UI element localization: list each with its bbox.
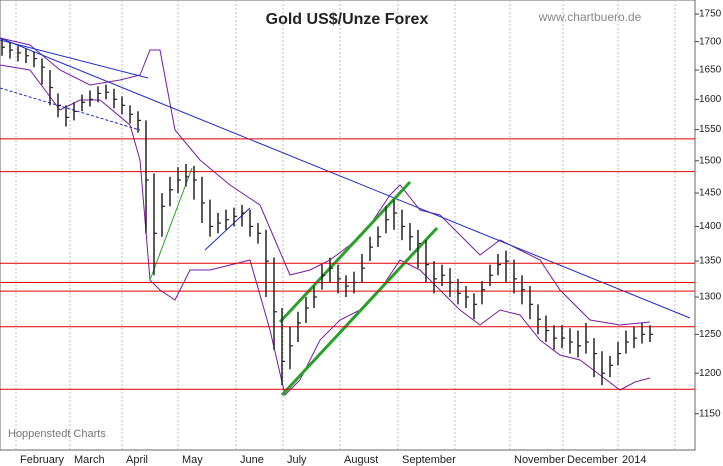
y-tick-label: 1400 (699, 221, 722, 232)
plot-frame (0, 0, 696, 451)
levels (0, 138, 695, 390)
x-tick-label: February (20, 454, 65, 466)
channel-line (149, 167, 193, 281)
y-tick-label: 1700 (699, 36, 722, 47)
x-tick-label: December (567, 454, 618, 466)
x-tick-label: May (182, 454, 203, 466)
y-tick-label: 1650 (699, 65, 722, 76)
y-tick-label: 1550 (699, 124, 722, 135)
x-tick-label: March (74, 454, 105, 466)
x-tick-label: November (514, 454, 565, 466)
channel-line (278, 180, 412, 324)
x-tick-label: August (344, 454, 378, 466)
lower-band (0, 64, 651, 396)
y-tick-label: 1200 (699, 368, 722, 379)
y-tick-label: 1600 (699, 94, 722, 105)
credit: Hoppenstedt Charts (8, 428, 106, 440)
y-tick-label: 1450 (699, 188, 722, 199)
trendline (0, 37, 691, 319)
y-tick-label: 1350 (699, 256, 722, 267)
x-tick-label: April (126, 454, 148, 466)
y-tick-label: 1150 (699, 408, 721, 419)
x-tick-label: July (287, 454, 307, 466)
x-tick-label: June (240, 454, 264, 466)
x-tick-label: September (402, 454, 456, 466)
trendline (0, 39, 149, 79)
channel-line (280, 226, 439, 397)
y-tick-label: 1250 (699, 329, 722, 340)
month-grid (15, 0, 676, 450)
trendline (0, 87, 141, 131)
source: www.chartbuero.de (538, 10, 642, 24)
bars (1, 38, 653, 386)
x-tick-label: 2014 (622, 454, 646, 466)
y-tick-label: 1300 (699, 292, 722, 303)
y-tick-label: 1500 (699, 155, 722, 166)
y-tick-label: 1750 (699, 9, 722, 20)
chart-title: Gold US$/Unze Forex (266, 11, 429, 28)
